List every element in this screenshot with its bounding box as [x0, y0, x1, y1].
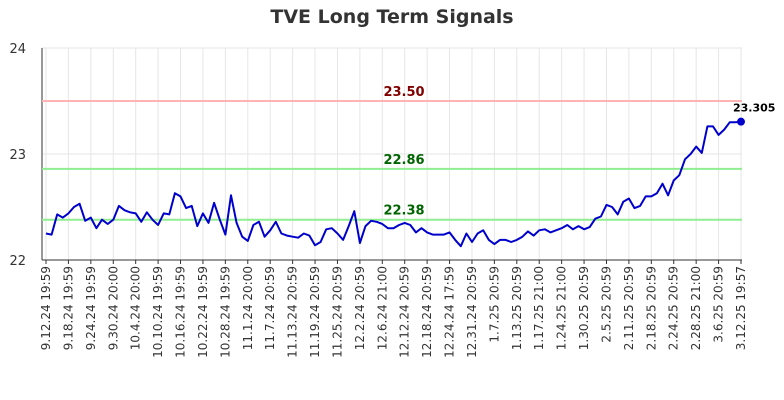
x-tick-label: 1.30.25 20:59 [577, 266, 591, 350]
x-tick-label: 9.18.24 19:59 [61, 266, 75, 350]
x-tick-label: 12.12.24 20:59 [398, 266, 412, 358]
x-tick-label: 10.4.24 20:00 [129, 266, 143, 350]
x-tick-label: 2.24.25 20:59 [667, 266, 681, 350]
x-tick-label: 11.19.24 20:59 [308, 266, 322, 358]
x-tick-label: 1.24.25 21:00 [555, 266, 569, 350]
x-tick-label: 11.13.24 20:59 [286, 266, 300, 358]
x-tick-label: 10.10.24 19:59 [151, 266, 165, 358]
last-point-marker [737, 117, 745, 126]
x-tick-label: 9.30.24 20:00 [106, 266, 120, 350]
y-tick-label: 23 [9, 148, 26, 163]
x-tick-label: 10.28.24 19:59 [218, 266, 232, 358]
x-tick-label: 2.11.25 20:59 [622, 266, 636, 350]
y-tick-label: 24 [9, 42, 26, 57]
price-series-line [45, 120, 742, 248]
x-tick-label: 12.24.24 17:59 [443, 266, 457, 358]
x-tick-label: 12.6.24 21:00 [375, 266, 389, 350]
x-tick-label: 3.12.25 19:57 [734, 266, 748, 350]
x-tick-label: 9.24.24 19:59 [84, 266, 98, 350]
x-tick-label: 1.7.25 20:59 [487, 266, 501, 343]
reference-line-label: 22.38 [383, 204, 424, 219]
x-tick-label: 10.16.24 19:59 [174, 266, 188, 358]
reference-line-label: 22.86 [383, 153, 424, 168]
x-tick-label: 9.12.24 19:59 [39, 266, 53, 350]
y-tick-label: 22 [9, 254, 26, 269]
x-tick-label: 10.22.24 19:59 [196, 266, 210, 358]
x-tick-label: 11.1.24 20:00 [241, 266, 255, 350]
chart-title: TVE Long Term Signals [270, 6, 514, 28]
x-tick-label: 2.28.25 21:00 [689, 266, 703, 350]
reference-line-label: 23.50 [383, 85, 424, 100]
x-tick-label: 11.25.24 20:59 [330, 266, 344, 358]
x-tick-label: 12.2.24 20:59 [353, 266, 367, 350]
x-tick-label: 1.17.25 21:00 [532, 266, 546, 350]
x-tick-label: 11.7.24 20:59 [263, 266, 277, 350]
x-tick-label: 3.6.25 20:59 [712, 266, 726, 343]
x-tick-label: 2.5.25 20:59 [599, 266, 613, 343]
x-tick-label: 12.18.24 20:59 [420, 266, 434, 358]
x-tick-label: 1.13.25 20:59 [510, 266, 524, 350]
x-tick-label: 2.18.25 20:59 [644, 266, 658, 350]
x-tick-label: 12.31.24 20:59 [465, 266, 479, 358]
last-value-label: 23.305 [733, 102, 775, 115]
